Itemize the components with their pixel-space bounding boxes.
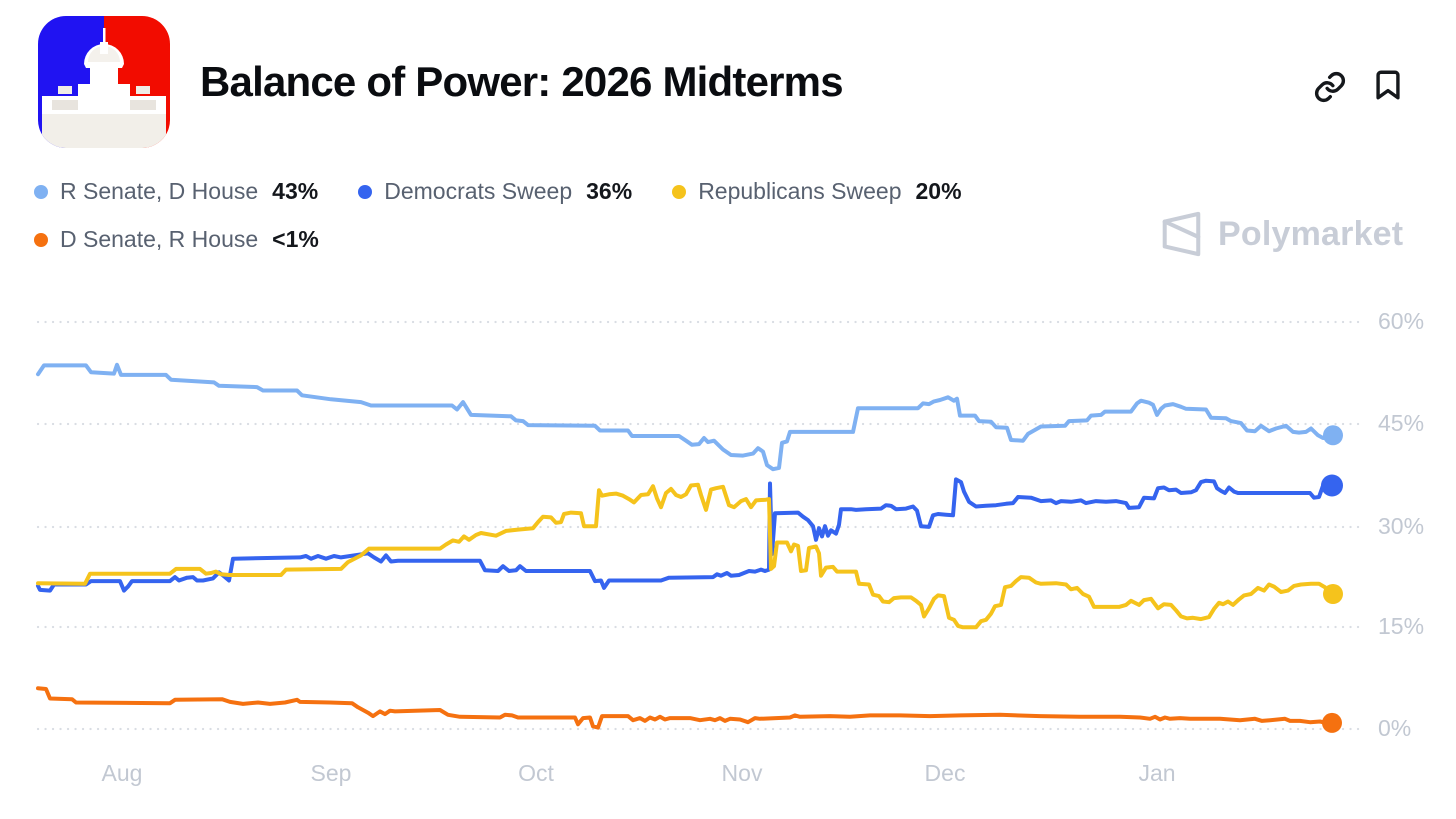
copy-link-button[interactable] — [1310, 68, 1350, 108]
chart-legend-row-2: D Senate, R House <1% — [34, 226, 319, 253]
legend-dot-icon — [358, 184, 373, 199]
legend-label: Democrats Sweep — [384, 178, 573, 204]
market-thumbnail-capitol-icon — [38, 16, 170, 148]
y-axis-label: 60% — [1378, 308, 1425, 334]
bookmark-button[interactable] — [1368, 66, 1408, 106]
y-axis-label: 0% — [1378, 715, 1412, 741]
x-axis-label: Nov — [721, 760, 763, 786]
legend-item-r-senate-d-house[interactable]: R Senate, D House 43% — [34, 178, 318, 205]
chart-legend-row-1: R Senate, D House 43% Democrats Sweep 36… — [34, 178, 962, 205]
x-axis-label: Dec — [924, 760, 966, 786]
x-axis-label: Aug — [101, 760, 143, 786]
page-title: Balance of Power: 2026 Midterms — [200, 58, 844, 105]
legend-value: 20% — [915, 178, 962, 204]
legend-item-democrats-sweep[interactable]: Democrats Sweep 36% — [358, 178, 632, 205]
y-axis-label: 45% — [1378, 410, 1425, 436]
link-icon — [1314, 71, 1346, 102]
series-line[interactable] — [36, 477, 1334, 593]
legend-item-d-senate-r-house[interactable]: D Senate, R House <1% — [34, 226, 319, 253]
x-axis-label: Sep — [310, 760, 352, 786]
legend-item-republicans-sweep[interactable]: Republicans Sweep 20% — [672, 178, 962, 205]
capitol-image — [38, 16, 170, 148]
legend-value: 36% — [586, 178, 633, 204]
x-axis-label: Oct — [518, 760, 554, 786]
legend-value: 43% — [272, 178, 319, 204]
legend-label: R Senate, D House — [60, 178, 259, 204]
series-end-dot — [1321, 474, 1343, 497]
series-end-dot — [1323, 584, 1343, 604]
legend-label: Republicans Sweep — [698, 178, 902, 204]
polymarket-watermark: Polymarket — [1158, 208, 1403, 260]
y-axis-label: 30% — [1378, 513, 1425, 539]
bookmark-icon — [1376, 70, 1400, 99]
polymarket-logo-icon — [1162, 211, 1201, 257]
legend-value: <1% — [272, 226, 319, 252]
legend-dot-icon — [34, 184, 48, 199]
series-end-dot — [1322, 712, 1342, 733]
series-line[interactable] — [36, 362, 1335, 472]
watermark-text: Polymarket — [1218, 214, 1404, 253]
series-line[interactable] — [36, 482, 1335, 630]
legend-dot-icon — [34, 232, 48, 247]
legend-dot-icon — [672, 184, 687, 199]
series-end-dot — [1323, 425, 1343, 446]
y-axis-label: 15% — [1378, 613, 1425, 639]
series-line[interactable] — [36, 686, 1334, 730]
x-axis-label: Jan — [1138, 760, 1176, 786]
legend-label: D Senate, R House — [60, 226, 259, 252]
